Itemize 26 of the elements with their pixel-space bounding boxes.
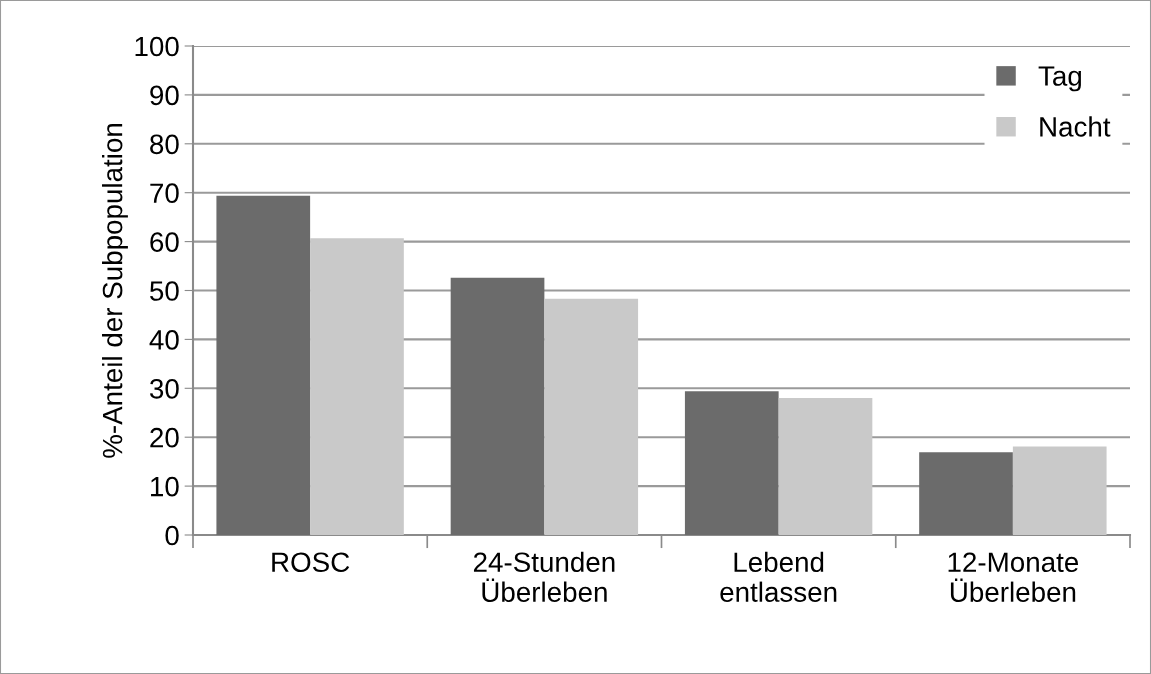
y-tick-label: 80: [150, 134, 179, 155]
x-tick-label: 12-Monate Überleben: [948, 552, 1079, 602]
bar: [778, 398, 873, 535]
y-tick-label: 40: [149, 330, 179, 350]
y-tick-label: 70: [150, 183, 179, 204]
bar: [310, 238, 404, 535]
bar: [1012, 446, 1107, 535]
y-axis-title: %-Anteil der Subpopulation: [102, 123, 128, 458]
bar: [684, 391, 779, 535]
y-tick-label: 10: [151, 476, 179, 497]
y-tick-label: 50: [150, 281, 179, 301]
bar: [919, 452, 1013, 535]
y-tick-label: 20: [150, 427, 179, 448]
y-tick-label: 100: [135, 36, 179, 57]
bar: [544, 298, 639, 535]
legend-label: Tag: [1038, 66, 1081, 92]
y-tick-label: 30: [149, 378, 179, 399]
bar: [450, 277, 545, 535]
y-tick-label: 0: [165, 525, 179, 546]
bar: [216, 195, 311, 535]
x-tick-label: ROSC: [272, 552, 350, 573]
x-tick-label: Lebend entlassen: [720, 551, 837, 602]
x-tick-label: 24-Stunden Überleben: [473, 551, 615, 602]
y-tick-label: 90: [150, 85, 179, 106]
legend-label: Nacht: [1040, 116, 1111, 137]
y-tick-label: 60: [150, 232, 179, 252]
